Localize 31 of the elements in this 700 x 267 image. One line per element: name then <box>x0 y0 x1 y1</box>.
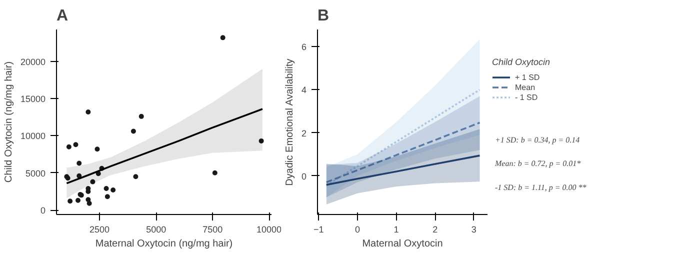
x-tick-label: 10000 <box>256 224 282 234</box>
x-tick-label: 7500 <box>202 224 223 234</box>
legend-label: + 1 SD <box>515 72 540 82</box>
y-tick-label: 5000 <box>25 168 46 178</box>
chart-title: B <box>318 8 330 24</box>
x-tick-label: 1 <box>394 224 399 234</box>
x-axis-title: Maternal Oxytocin <box>362 238 443 250</box>
y-tick-label: 6 <box>301 42 307 52</box>
x-tick-label: 2500 <box>89 224 110 234</box>
y-tick-label: 0 <box>301 171 307 182</box>
y-tick-label: 0 <box>40 206 46 216</box>
x-tick-label: −1 <box>314 224 324 234</box>
y-tick-label: 20000 <box>20 56 46 67</box>
legend-title: Child Oxytocin <box>492 57 550 67</box>
chart-title: A <box>56 8 68 24</box>
legend-label: - 1 SD <box>515 92 538 102</box>
x-tick-label: 5000 <box>146 224 166 234</box>
legend-label: Mean <box>515 82 536 92</box>
y-tick-label: 4 <box>301 85 307 96</box>
text: +1 SD: b = 0.34, p = 0.14 <box>495 135 580 144</box>
y-tick-label: 2 <box>301 128 307 138</box>
text: Mean: b = 0.72, p = 0.01* <box>494 159 581 168</box>
y-tick-label: 10000 <box>20 131 46 142</box>
text: -1 SD: b = 1.11, p = 0.00 ** <box>495 182 586 192</box>
y-tick-label: 15000 <box>20 94 46 104</box>
x-tick-label: 2 <box>432 224 438 234</box>
y-axis-title: Child Oxytocin (ng/mg hair) <box>3 61 14 183</box>
x-tick-label: 3 <box>471 224 476 234</box>
y-axis-title: Dyadic Emotional Availability <box>284 58 296 186</box>
x-axis-title: Maternal Oxytocin (ng/mg hair) <box>95 238 233 250</box>
x-tick-label: 0 <box>354 224 360 234</box>
